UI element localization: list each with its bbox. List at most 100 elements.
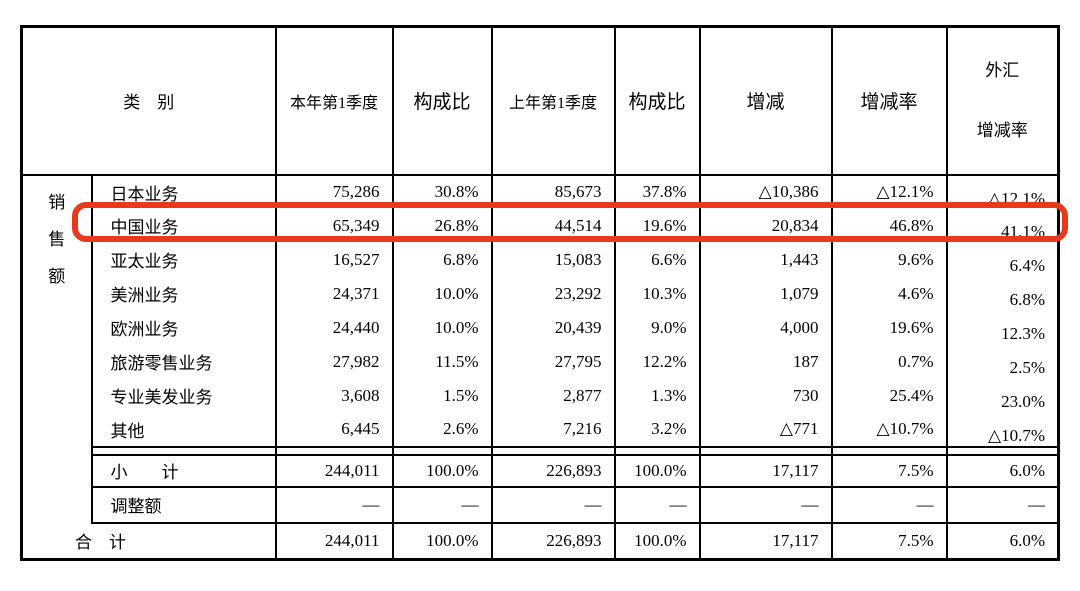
divider-cell bbox=[613, 445, 701, 456]
table-row-detail: 销售额 日本业务 75,286 30.8% 85,673 37.8% △10,386 △12.… bbox=[20, 174, 1060, 523]
row-label: 小 计 bbox=[90, 454, 277, 488]
table-cell: 2.5% bbox=[945, 344, 1060, 379]
column-header-change: 增减 bbox=[698, 25, 833, 176]
table-cell: △12.1% bbox=[830, 174, 948, 209]
table-cell: 16,527 bbox=[274, 242, 394, 277]
table-cell: — bbox=[830, 486, 948, 524]
table-cell: 10.0% bbox=[391, 276, 493, 311]
table-cell: 9.6% bbox=[830, 242, 948, 277]
table-cell: — bbox=[274, 486, 394, 524]
divider-cell bbox=[698, 445, 833, 456]
table-cell: 0.7% bbox=[830, 344, 948, 379]
column-header-category: 类 别 bbox=[20, 25, 277, 176]
row-label: 专业美发业务 bbox=[90, 378, 277, 413]
sales-report-table: 类 别本年第1季度 构成比 上年第1季度 构成比 增减 增减率 外汇 增减率 销售额 日本业务… bbox=[20, 25, 1060, 561]
header-row: 类 别本年第1季度 构成比 上年第1季度 构成比 增减 增减率 外汇 增减率 bbox=[20, 25, 1060, 176]
table-cell: △12.1% bbox=[945, 174, 1060, 209]
table-cell: 7,216 bbox=[490, 412, 616, 447]
table-row-detail: 中国业务 65,349 26.8% 44,514 19.6% 20,834 46.8% 41.… bbox=[22, 208, 1060, 243]
table-cell: 1,443 bbox=[698, 242, 833, 277]
table-cell: — bbox=[698, 486, 833, 524]
table-row-subtotal: 小 计 244,011 100.0% 226,893 100.0% 17,117 7.5% 6… bbox=[22, 454, 1060, 488]
table-cell: 2.6% bbox=[391, 412, 493, 447]
table-cell: 75,286 bbox=[274, 174, 394, 209]
table-cell: 187 bbox=[698, 344, 833, 379]
table-cell: 27,982 bbox=[274, 344, 394, 379]
table-cell: 44,514 bbox=[490, 208, 616, 243]
row-label: 调整额 bbox=[90, 486, 277, 524]
table-cell: 19.6% bbox=[613, 208, 701, 243]
table-cell: 19.6% bbox=[830, 310, 948, 345]
row-label: 合 计 bbox=[20, 522, 277, 560]
table-row-total: 合 计 244,011 100.0% 226,893 100.0% 17,117 7.5% 6… bbox=[20, 522, 1060, 560]
table-cell: 2,877 bbox=[490, 378, 616, 413]
table-cell: — bbox=[613, 486, 701, 524]
table-cell: 30.8% bbox=[391, 174, 493, 209]
table-cell: 24,371 bbox=[274, 276, 394, 311]
table-cell: 37.8% bbox=[613, 174, 701, 209]
table-row-detail: 欧洲业务 24,440 10.0% 20,439 9.0% 4,000 19.6% 12.3% bbox=[22, 310, 1060, 345]
row-group-label-sales: 销售额 bbox=[48, 192, 66, 286]
row-label: 日本业务 bbox=[90, 174, 277, 209]
table-cell: 1,079 bbox=[698, 276, 833, 311]
table-cell: 100.0% bbox=[613, 454, 701, 488]
table-cell: 46.8% bbox=[830, 208, 948, 243]
table-cell: 244,011 bbox=[274, 454, 394, 488]
table-body: 销售额 日本业务 75,286 30.8% 85,673 37.8% △10,386 △12.… bbox=[20, 174, 1060, 560]
divider-cell bbox=[490, 445, 616, 456]
divider-cell bbox=[274, 445, 394, 456]
column-header-composition-current: 构成比 bbox=[391, 25, 493, 176]
table-cell: 1.5% bbox=[391, 378, 493, 413]
table-cell: 6.0% bbox=[945, 454, 1060, 488]
table-cell: 17,117 bbox=[698, 454, 833, 488]
table-cell: 24,440 bbox=[274, 310, 394, 345]
table-cell: 3.2% bbox=[613, 412, 701, 447]
table-cell: — bbox=[945, 486, 1060, 524]
table-cell: 17,117 bbox=[698, 522, 833, 560]
table-cell: 15,083 bbox=[490, 242, 616, 277]
table-cell: 6.6% bbox=[613, 242, 701, 277]
table-cell: 226,893 bbox=[490, 454, 616, 488]
column-header-change-rate: 增减率 bbox=[830, 25, 948, 176]
table-cell: 6.8% bbox=[391, 242, 493, 277]
divider-cell bbox=[391, 445, 493, 456]
table-cell: 9.0% bbox=[613, 310, 701, 345]
divider-cell bbox=[830, 445, 948, 456]
table-cell: 23,292 bbox=[490, 276, 616, 311]
row-label: 旅游零售业务 bbox=[90, 344, 277, 379]
table-cell: 100.0% bbox=[391, 454, 493, 488]
table-cell: — bbox=[490, 486, 616, 524]
table-cell: 41.1% bbox=[945, 208, 1060, 243]
row-group-cell-sales: 销售额 bbox=[20, 174, 93, 523]
table-row-detail: 旅游零售业务 27,982 11.5% 27,795 12.2% 187 0.7% 2.5% bbox=[22, 344, 1060, 379]
table-cell: 12.3% bbox=[945, 310, 1060, 345]
table-cell: 4,000 bbox=[698, 310, 833, 345]
column-header-composition-prior: 构成比 bbox=[613, 25, 701, 176]
table-row-adjust: 调整额 — — — — — — — bbox=[22, 486, 1060, 524]
section-divider-row bbox=[22, 445, 1060, 456]
column-header-current-q1: 本年第1季度 bbox=[274, 25, 394, 176]
table-cell: 7.5% bbox=[830, 454, 948, 488]
table-cell: 730 bbox=[698, 378, 833, 413]
column-header-prior-q1: 上年第1季度 bbox=[490, 25, 616, 176]
table-cell: 100.0% bbox=[391, 522, 493, 560]
divider-cell bbox=[90, 445, 277, 456]
table-cell: 6.4% bbox=[945, 242, 1060, 277]
table-row-detail: 其他 6,445 2.6% 7,216 3.2% △771 △10.7% △10.7% bbox=[22, 412, 1060, 447]
table-cell: 20,834 bbox=[698, 208, 833, 243]
table-cell: 85,673 bbox=[490, 174, 616, 209]
table-cell: 6,445 bbox=[274, 412, 394, 447]
table-cell: 1.3% bbox=[613, 378, 701, 413]
table-row-detail: 美洲业务 24,371 10.0% 23,292 10.3% 1,079 4.6% 6.8% bbox=[22, 276, 1060, 311]
row-label: 中国业务 bbox=[90, 208, 277, 243]
table-cell: 25.4% bbox=[830, 378, 948, 413]
table-cell: 6.0% bbox=[945, 522, 1060, 560]
table-cell: 244,011 bbox=[274, 522, 394, 560]
table-cell: 27,795 bbox=[490, 344, 616, 379]
table-cell: 6.8% bbox=[945, 276, 1060, 311]
table-cell: △10.7% bbox=[945, 412, 1060, 447]
table-cell: 100.0% bbox=[613, 522, 701, 560]
row-label: 其他 bbox=[90, 412, 277, 447]
table-cell: △771 bbox=[698, 412, 833, 447]
